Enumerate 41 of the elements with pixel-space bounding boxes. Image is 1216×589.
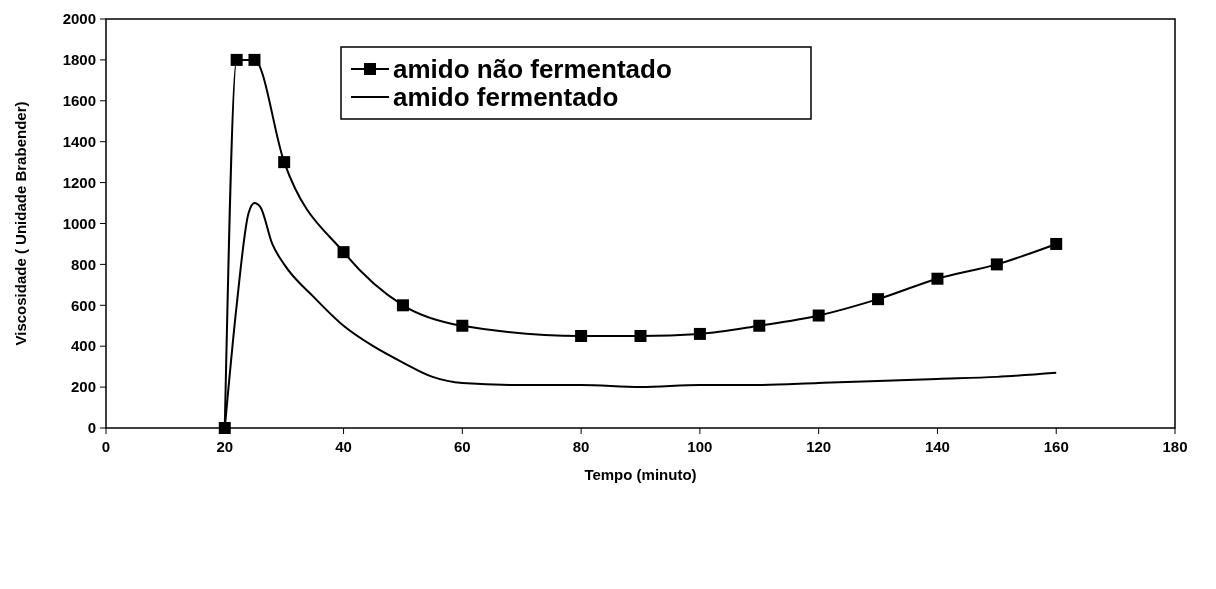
x-tick-label: 60 (453, 438, 471, 455)
x-tick-label: 0 (101, 438, 111, 455)
y-tick-label: 800 (70, 255, 96, 273)
point (575, 329, 588, 342)
y-tick-label: 1000 (62, 214, 96, 232)
point (337, 246, 350, 259)
point (753, 319, 766, 332)
y-tick-label: 1200 (62, 173, 96, 191)
point (396, 299, 409, 312)
x-tick-label: 140 (924, 438, 950, 455)
y-axis-title: Viscosidade ( Unidade Brabender) (12, 101, 29, 346)
x-tick-label: 100 (687, 438, 713, 455)
point (693, 327, 706, 340)
y-tick-label: 600 (70, 296, 96, 314)
point (456, 319, 469, 332)
y-tick-label: 0 (87, 419, 96, 437)
x-tick-label: 40 (335, 438, 352, 455)
legend-label: amido não fermentado (393, 54, 672, 85)
point (872, 293, 885, 306)
legend-label: amido fermentado (393, 82, 619, 113)
x-tick-label: 180 (1162, 438, 1188, 455)
point (230, 53, 243, 66)
point (278, 156, 291, 169)
y-tick-label: 200 (70, 378, 96, 396)
point (990, 258, 1003, 271)
x-tick-label: 80 (572, 438, 590, 455)
y-tick-label: 1600 (62, 92, 96, 110)
point (812, 309, 825, 322)
x-tick-label: 120 (806, 438, 832, 455)
point (1050, 237, 1063, 250)
point (218, 422, 231, 434)
x-tick-label: 20 (216, 438, 234, 455)
x-tick-label: 160 (1043, 438, 1069, 455)
y-tick-label: 2000 (62, 10, 96, 28)
point (634, 329, 647, 342)
y-tick-label: 1400 (62, 132, 96, 150)
x-axis-title: Tempo (minuto) (584, 466, 697, 483)
point (248, 53, 261, 66)
y-tick-label: 400 (70, 337, 96, 355)
point (931, 272, 944, 285)
y-tick-label: 1800 (62, 51, 96, 69)
